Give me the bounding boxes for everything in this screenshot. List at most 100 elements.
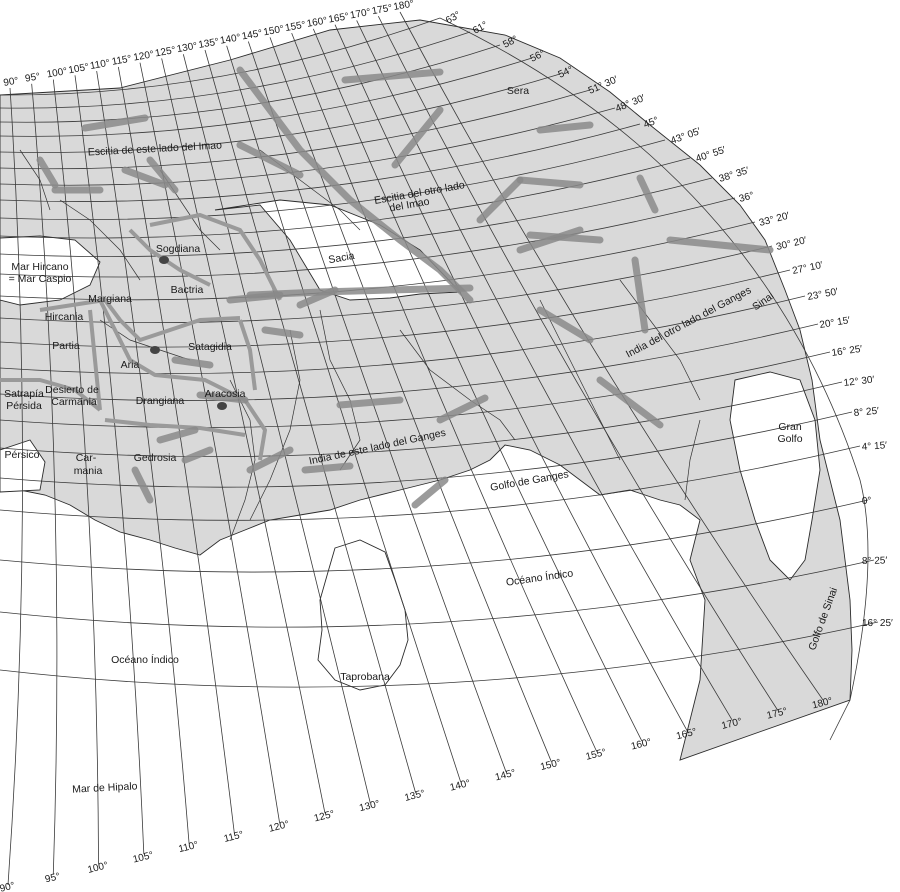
place-label: Carmania bbox=[51, 396, 97, 408]
top-longitude-label: 170° bbox=[349, 7, 371, 21]
mountain-range bbox=[36, 156, 59, 189]
parallel-line bbox=[0, 197, 736, 278]
parallel-line bbox=[0, 157, 691, 239]
meridian-line bbox=[377, 16, 779, 711]
mountain-range bbox=[476, 176, 524, 224]
top-longitude-label: 105° bbox=[68, 62, 90, 76]
parallel-line bbox=[0, 89, 591, 170]
parallel-line bbox=[0, 621, 879, 688]
latitude-label: 20° 15′ bbox=[819, 315, 851, 331]
region-border bbox=[88, 309, 102, 411]
place-label: mania bbox=[74, 465, 103, 477]
parallel-line bbox=[0, 445, 861, 521]
place-label: Hircania bbox=[45, 311, 84, 323]
place-label: Océano Índico bbox=[111, 653, 179, 666]
top-longitude-label: 155° bbox=[284, 20, 306, 34]
river bbox=[684, 419, 701, 501]
city-marker bbox=[150, 346, 160, 354]
meridian-line bbox=[96, 71, 190, 844]
mountain-range bbox=[536, 306, 594, 344]
meridian-line bbox=[161, 58, 326, 814]
bottom-longitude-label: 90° bbox=[0, 880, 16, 892]
bottom-longitude-label: 100° bbox=[87, 860, 110, 876]
region-border bbox=[149, 213, 282, 301]
bottom-longitude-label: 105° bbox=[132, 850, 155, 866]
mountain-range bbox=[261, 326, 304, 339]
top-longitude-label: 140° bbox=[219, 32, 241, 46]
mountain-range bbox=[81, 114, 149, 132]
parallel-line bbox=[0, 73, 561, 153]
map-frame-arc bbox=[439, 17, 869, 741]
land-region bbox=[0, 19, 853, 761]
top-longitude-label: 135° bbox=[198, 37, 220, 51]
meridian-line bbox=[291, 32, 597, 752]
latitude-label: 16° 25′ bbox=[831, 344, 863, 359]
region-border bbox=[104, 418, 246, 437]
bottom-longitude-label: 180° bbox=[811, 696, 834, 712]
parallel-line bbox=[0, 411, 853, 488]
bottom-longitude-label: 145° bbox=[494, 768, 517, 784]
river bbox=[539, 299, 621, 461]
latitude-label: 4° 15′ bbox=[861, 440, 887, 453]
bottom-longitude-label: 110° bbox=[177, 840, 199, 856]
mountain-range bbox=[391, 106, 444, 169]
mountain-range bbox=[181, 446, 214, 464]
bottom-longitude-label: 155° bbox=[585, 747, 608, 763]
mountain-range bbox=[301, 462, 354, 474]
parallel-line bbox=[0, 499, 869, 573]
mountain-range bbox=[516, 176, 584, 189]
region-border bbox=[238, 319, 257, 391]
place-label: Satagidia bbox=[188, 341, 232, 353]
mountain-range bbox=[596, 376, 664, 429]
place-label: Margiana bbox=[88, 293, 132, 305]
latitude-label: 8° 25′ bbox=[862, 555, 888, 567]
bottom-longitude-label: 165° bbox=[675, 727, 698, 743]
parallel-line bbox=[0, 31, 471, 109]
place-label: Golfo bbox=[777, 433, 802, 445]
top-longitude-scale: 90° 95° 100° 105° 110° 115° 120° 125° 130° 135° 14… bbox=[3, 0, 415, 89]
bottom-longitude-label: 95° bbox=[44, 871, 61, 885]
river bbox=[59, 199, 141, 281]
mountain-range bbox=[131, 466, 154, 504]
parallel-line bbox=[0, 107, 616, 186]
meridian-line bbox=[182, 54, 371, 803]
place-label: Desierto de bbox=[45, 384, 99, 396]
latitude-label: 0° bbox=[862, 496, 872, 507]
parallel-line bbox=[0, 269, 791, 348]
top-longitude-label: 175° bbox=[371, 3, 393, 17]
bottom-longitude-label: 140° bbox=[449, 778, 472, 794]
meridian-line bbox=[269, 37, 552, 762]
mountain-range bbox=[631, 256, 649, 334]
bottom-longitude-label: 150° bbox=[539, 757, 562, 773]
place-label: Aria bbox=[121, 359, 140, 371]
top-longitude-label: 180° bbox=[393, 0, 415, 13]
parallel-line bbox=[0, 295, 806, 375]
mountain-range bbox=[196, 391, 249, 404]
river bbox=[319, 309, 361, 471]
place-label: Satrapía bbox=[4, 388, 44, 400]
mountain-range bbox=[246, 446, 294, 474]
latitude-scale: 63°61°58°56°54°51° 30′48° 30′45°43° 05′4… bbox=[444, 10, 893, 629]
bottom-longitude-scale: 90° 95° 100° 105° 110° 115° 120° 125° 130° 135° 14… bbox=[0, 696, 834, 892]
meridian-line bbox=[356, 20, 733, 721]
place-label: Sacia bbox=[328, 250, 356, 266]
place-label: Pérsico bbox=[4, 449, 39, 461]
parallel-line bbox=[0, 381, 843, 458]
meridian-line bbox=[7, 87, 23, 886]
parallel-line bbox=[0, 123, 641, 202]
mountain-range bbox=[526, 231, 604, 244]
place-label: = Mar Caspio bbox=[9, 273, 72, 285]
parallel-line bbox=[0, 44, 501, 123]
mountain-range bbox=[121, 166, 169, 189]
top-longitude-label: 120° bbox=[133, 49, 155, 63]
mountain-range bbox=[436, 394, 489, 424]
meridian-line bbox=[31, 83, 58, 875]
region-border bbox=[0, 378, 102, 412]
top-longitude-label: 115° bbox=[111, 54, 133, 68]
mountain-range bbox=[236, 141, 304, 179]
river bbox=[249, 329, 301, 521]
land-layer bbox=[0, 19, 853, 761]
top-longitude-label: 125° bbox=[154, 45, 176, 59]
top-longitude-label: 95° bbox=[24, 71, 41, 84]
